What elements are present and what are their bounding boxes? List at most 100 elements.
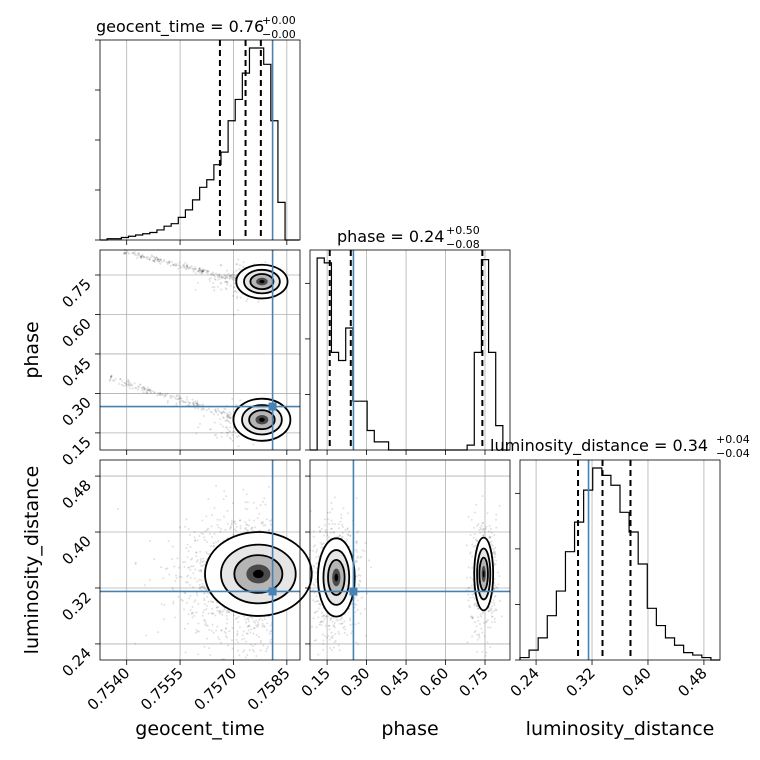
sample-point: [178, 575, 181, 578]
sample-point: [215, 606, 218, 609]
sample-point: [186, 266, 189, 269]
sample-point: [237, 641, 239, 644]
sample-point: [346, 527, 349, 530]
sample-point: [315, 571, 318, 574]
sample-point: [472, 545, 475, 548]
sample-point: [157, 393, 160, 396]
sample-point: [205, 551, 208, 554]
sample-point: [196, 281, 199, 284]
sample-point: [233, 528, 236, 531]
sample-point: [112, 379, 114, 382]
sample-point: [467, 586, 470, 589]
sample-point: [200, 564, 203, 567]
sample-point: [490, 621, 493, 624]
sample-point: [493, 564, 496, 567]
sample-point: [197, 269, 200, 272]
sample-point: [211, 612, 214, 615]
sample-point: [222, 658, 225, 661]
sample-point: [476, 540, 479, 542]
sample-point: [238, 268, 241, 271]
sample-point: [186, 581, 189, 584]
sample-point: [200, 270, 203, 273]
sample-point: [232, 271, 235, 273]
sample-point: [233, 285, 236, 288]
sample-point: [143, 387, 146, 390]
sample-point: [230, 276, 233, 279]
sample-point: [233, 614, 235, 617]
sample-point: [202, 415, 205, 417]
sample-point: [226, 276, 229, 279]
sample-point: [259, 641, 262, 644]
sample-point: [209, 654, 212, 656]
sample-point: [266, 622, 269, 625]
sample-point: [135, 387, 138, 390]
sample-point: [191, 267, 194, 270]
sample-point: [219, 418, 222, 420]
sample-point: [194, 268, 197, 271]
sample-point: [206, 625, 209, 627]
sample-point: [203, 268, 206, 271]
sample-point: [204, 621, 207, 624]
sample-point: [216, 285, 219, 288]
sample-point: [149, 539, 152, 542]
sample-point: [206, 528, 209, 531]
sample-point: [146, 388, 149, 391]
sample-point: [163, 260, 165, 262]
sample-point: [327, 518, 329, 521]
sample-point: [146, 257, 148, 260]
sample-point: [215, 433, 217, 436]
sample-point: [487, 626, 490, 629]
sample-point: [489, 626, 492, 629]
sample-point: [221, 276, 224, 279]
sample-point: [316, 548, 319, 551]
sample-point: [465, 544, 468, 547]
sample-point: [370, 566, 373, 569]
sample-point: [222, 276, 225, 279]
density-ld-phase-low-4: [334, 573, 339, 582]
sample-point: [318, 602, 321, 605]
sample-point: [312, 535, 315, 538]
sample-point: [218, 611, 220, 614]
sample-point: [357, 574, 360, 577]
sample-point: [329, 531, 332, 534]
sample-point: [125, 383, 128, 386]
sample-point: [330, 636, 333, 639]
sample-point: [176, 557, 179, 560]
sample-point: [475, 604, 478, 607]
sample-point: [158, 260, 161, 263]
sample-point: [218, 638, 221, 641]
sample-point: [196, 403, 199, 406]
sample-point: [229, 284, 232, 287]
sample-point: [175, 263, 178, 265]
sample-point: [194, 539, 197, 542]
sample-point: [252, 620, 255, 623]
sample-point: [236, 632, 239, 635]
sample-point: [201, 270, 204, 273]
sample-point: [123, 251, 126, 254]
sample-point: [333, 626, 336, 629]
sample-point: [469, 616, 472, 619]
sample-point: [254, 643, 257, 646]
xtick-label-phase-2: 0.45: [377, 664, 413, 700]
sample-point: [242, 488, 245, 491]
sample-point: [194, 539, 196, 542]
sample-point: [202, 408, 205, 411]
sample-point: [339, 520, 342, 523]
sample-point: [340, 616, 343, 618]
xtick-label-phase-0: 0.15: [298, 664, 334, 700]
sample-point: [498, 575, 501, 578]
sample-point: [330, 527, 332, 530]
sample-point: [493, 577, 496, 580]
sample-point: [214, 409, 216, 412]
sample-point: [109, 375, 112, 378]
sample-point: [242, 261, 245, 264]
sample-point: [229, 526, 232, 529]
title-geocent-time: geocent_time = 0.76 +0.00 −0.00: [96, 14, 296, 41]
sample-point: [146, 256, 149, 259]
sample-point: [342, 507, 345, 510]
xtick-label-phase-3: 0.60: [416, 664, 452, 700]
sample-point: [198, 268, 201, 271]
sample-point: [139, 256, 142, 258]
sample-point: [337, 535, 339, 538]
sample-point: [236, 435, 239, 438]
